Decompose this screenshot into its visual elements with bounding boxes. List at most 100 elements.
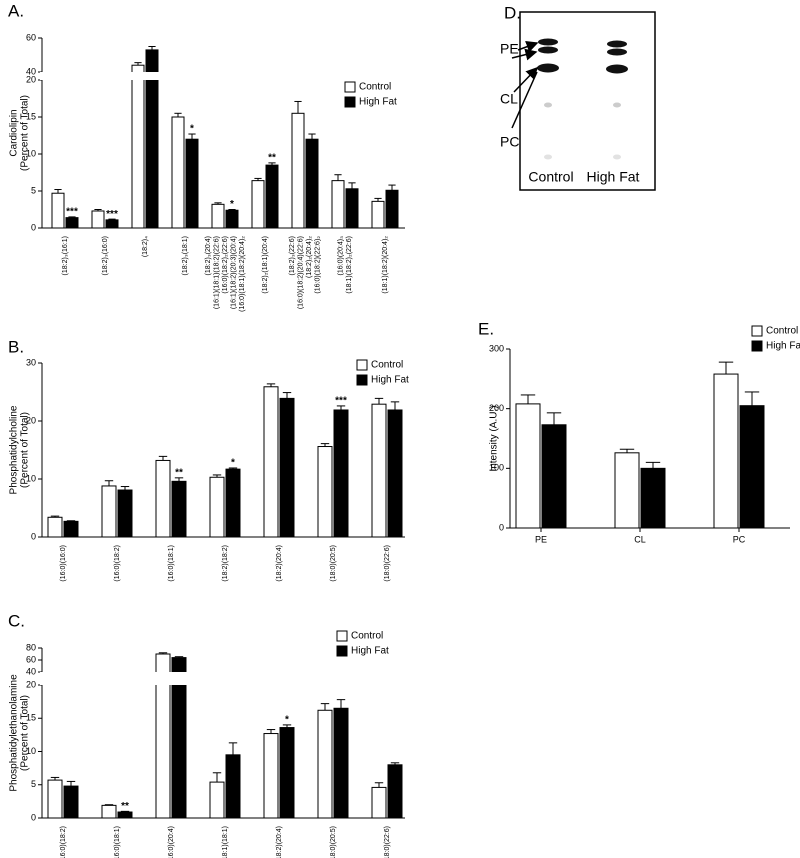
- bar: [263, 386, 279, 538]
- bar: [131, 64, 145, 229]
- y-axis-label: Phosphatidylcholine: [9, 405, 20, 494]
- significance: ***: [66, 207, 78, 218]
- arrow: [511, 48, 538, 61]
- bar: [541, 424, 567, 529]
- x-tick-label: (16:1)(18:2)(20:3)(20:4): [230, 236, 237, 309]
- bar: [333, 707, 349, 819]
- y-tick-label: 60: [26, 654, 36, 664]
- faint-spot: [613, 154, 621, 160]
- y-tick-label: 15: [26, 713, 36, 723]
- x-tick-label: (16:0)(16:0): [60, 545, 67, 582]
- x-tick-label: (18:2)₃(22:6): [289, 236, 296, 275]
- arrow: [511, 71, 538, 129]
- x-tick-label: PE: [535, 534, 547, 544]
- bar: [155, 459, 171, 538]
- faint-spot: [544, 154, 552, 160]
- bar: [371, 200, 385, 229]
- bar: [279, 397, 295, 538]
- legend-swatch: [751, 340, 763, 352]
- bar: [171, 480, 187, 538]
- bar: [101, 485, 117, 538]
- y-tick-label: 30: [26, 357, 36, 367]
- panel-label: E.: [478, 319, 494, 338]
- y-tick-label: 0: [31, 812, 36, 822]
- y-tick-label: 5: [31, 185, 36, 195]
- bar: [251, 180, 265, 229]
- bar: [614, 452, 640, 529]
- arrow: [513, 66, 539, 93]
- x-tick-label: CL: [634, 534, 646, 544]
- lane-label: Control: [528, 169, 573, 185]
- x-tick-label: (18:0)(22:6): [384, 826, 391, 858]
- y-axis-label: Intensity (A.U.): [489, 405, 500, 471]
- y-tick-label: 0: [31, 531, 36, 541]
- bar: [225, 209, 239, 229]
- bar: [305, 138, 319, 229]
- legend-label: High Fat: [371, 375, 409, 386]
- axis-break-gap: [171, 672, 187, 685]
- x-tick-label: (18:2)(20:4): [276, 545, 283, 582]
- legend-label: High Fat: [351, 646, 389, 657]
- legend-swatch: [344, 81, 356, 93]
- band: [538, 46, 558, 54]
- y-tick-label: 20: [26, 74, 36, 84]
- panel-d: D. PE CL PC Control High Fat: [500, 3, 656, 191]
- bar: [145, 49, 159, 229]
- y-axis-label: (Percent of Total): [20, 695, 31, 771]
- y-tick-label: 60: [26, 32, 36, 42]
- band-label: CL: [500, 91, 518, 107]
- bar: [117, 489, 133, 538]
- significance: ***: [106, 209, 118, 220]
- x-tick-label: (18:2)(18:2): [222, 545, 229, 582]
- y-tick-label: 20: [26, 415, 36, 425]
- panel-label: A.: [8, 1, 24, 20]
- x-tick-label: (16:0)(18:2)(20:4)(22:6): [298, 236, 305, 309]
- bar: [171, 116, 185, 229]
- band: [607, 40, 627, 48]
- faint-spot: [613, 102, 621, 108]
- x-tick-label: (16:0)(18:1)(18:2)(20:4)₂: [239, 236, 246, 312]
- x-tick-label: (18:0)(20:5): [330, 545, 337, 582]
- x-tick-label: (18:2)₂(18:1)(20:4): [262, 236, 269, 294]
- bar: [279, 727, 295, 819]
- axis-break-gap: [145, 72, 159, 80]
- x-tick-label: (16:1)(18:1)(18:2)(22:6): [213, 236, 220, 309]
- bar: [333, 409, 349, 538]
- x-tick-label: (18:2)(20:4): [276, 826, 283, 858]
- bar: [515, 403, 541, 529]
- panel-label: B.: [8, 337, 24, 356]
- bar: [117, 811, 133, 819]
- bar: [371, 403, 387, 538]
- legend-swatch: [336, 645, 348, 657]
- x-tick-label: PC: [733, 534, 746, 544]
- bar: [291, 112, 305, 229]
- y-axis-label: Cardiolipin: [9, 109, 20, 156]
- significance: **: [121, 801, 129, 812]
- arrow: [517, 40, 539, 53]
- legend-swatch: [336, 630, 348, 642]
- axis-break-gap: [131, 72, 145, 80]
- y-axis-label: (Percent of Total): [20, 412, 31, 488]
- legend-label: Control: [351, 631, 383, 642]
- significance: *: [190, 124, 194, 135]
- y-tick-label: 200: [489, 403, 504, 413]
- bar: [63, 785, 79, 819]
- x-tick-label: (16:0)(18:1): [114, 826, 121, 858]
- y-axis-label: Phosphatidylethanolamine: [9, 674, 20, 792]
- x-tick-label: (18:2)₃(16:1): [62, 236, 69, 275]
- y-tick-label: 10: [26, 148, 36, 158]
- significance: **: [175, 467, 183, 478]
- significance: *: [285, 715, 289, 726]
- y-tick-label: 0: [499, 522, 504, 532]
- y-tick-label: 20: [26, 679, 36, 689]
- band-label: PC: [500, 134, 519, 150]
- significance: **: [268, 153, 276, 164]
- tlc-frame: [519, 11, 656, 191]
- legend-label: Control: [359, 82, 391, 93]
- bar: [47, 516, 63, 538]
- panel-label: C.: [8, 611, 25, 630]
- x-tick-label: (16:0)(20:4)₃: [338, 236, 345, 276]
- bar: [211, 203, 225, 229]
- y-tick-label: 10: [26, 746, 36, 756]
- x-tick-label: (18:2)₃(18:1): [182, 236, 189, 275]
